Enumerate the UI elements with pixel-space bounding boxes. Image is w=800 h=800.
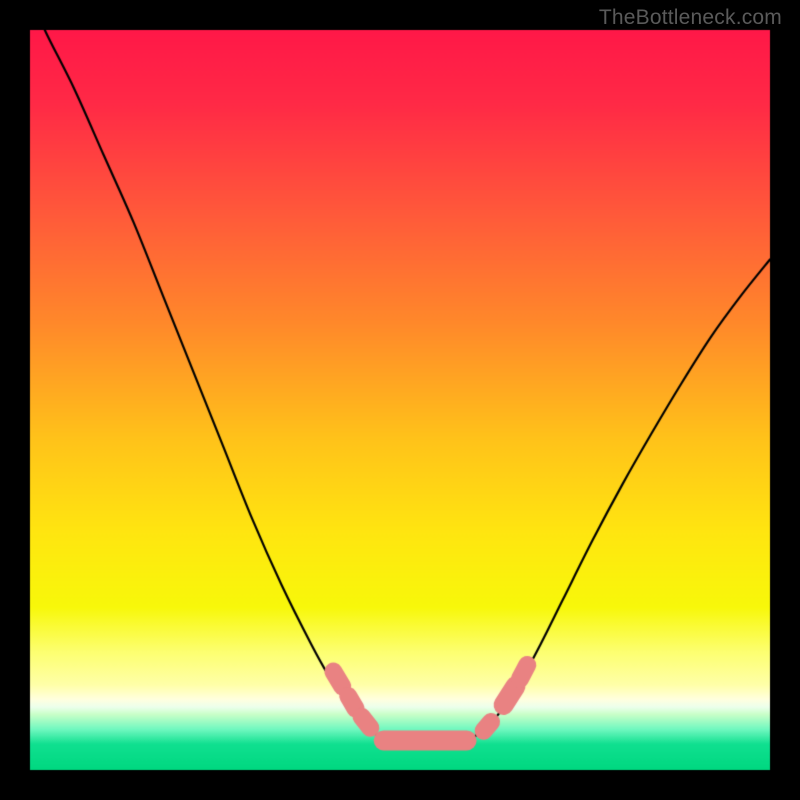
watermark-text: TheBottleneck.com bbox=[599, 6, 782, 30]
chart-stage: TheBottleneck.com bbox=[0, 0, 800, 800]
bottleneck-chart-canvas bbox=[0, 0, 800, 800]
